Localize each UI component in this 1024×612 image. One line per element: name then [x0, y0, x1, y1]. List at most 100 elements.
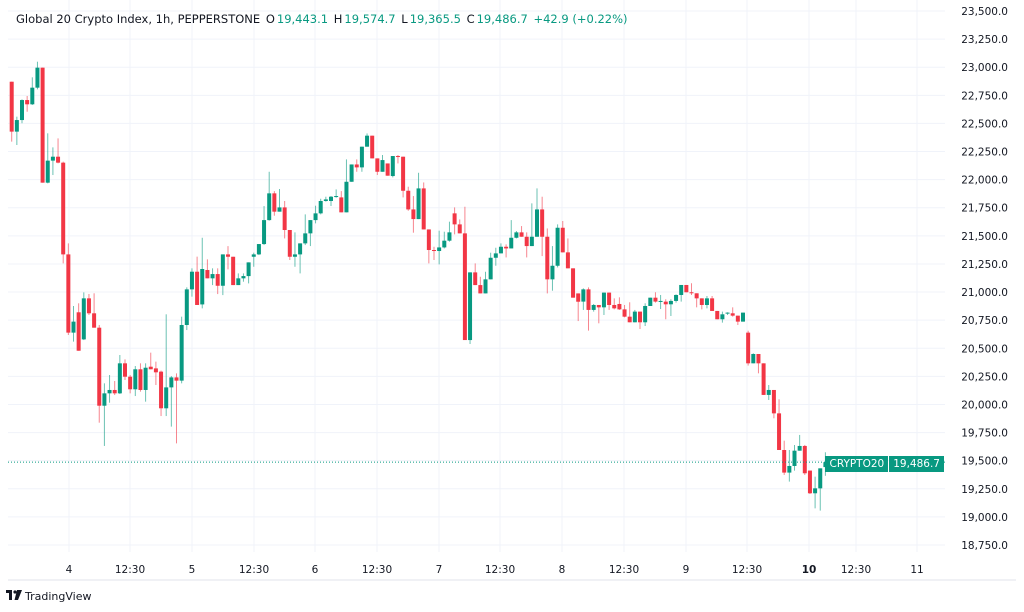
candle-up	[143, 363, 148, 402]
x-tick-label: 9	[683, 564, 690, 576]
candle-up	[277, 188, 282, 212]
candle-body	[586, 289, 591, 310]
time-axis[interactable]: 4 12:30 5 12:30 6 12:30 7 12:30 8 12:30 9 12:30 10 12…	[66, 564, 924, 576]
candle-down	[457, 219, 462, 234]
candle-body	[112, 389, 117, 394]
candle-down	[112, 380, 117, 396]
candle-down	[730, 307, 735, 317]
candle-up	[751, 353, 756, 364]
candle-body	[128, 376, 133, 390]
candle-down	[153, 361, 158, 386]
candle-up	[318, 198, 323, 215]
candle-body	[725, 312, 730, 314]
candle-body	[555, 227, 560, 266]
candle-down	[710, 295, 715, 311]
candle-body	[782, 450, 787, 473]
candle-body	[303, 233, 308, 244]
candle-up	[189, 268, 194, 297]
candle-down	[519, 226, 524, 237]
y-tick-label: 20,000.0	[961, 399, 1008, 411]
candle-body	[406, 190, 411, 210]
candle-down	[462, 206, 467, 341]
candle-body	[262, 220, 267, 245]
candle-up	[35, 61, 40, 90]
y-tick-label: 22,250.0	[961, 147, 1008, 159]
candle-up	[643, 303, 648, 327]
y-tick-label: 20,500.0	[961, 343, 1008, 355]
candle-down	[777, 399, 782, 451]
candle-body	[292, 254, 297, 257]
candle-body	[648, 297, 653, 306]
candle-body	[97, 327, 102, 406]
tradingview-logo[interactable]: TradingView	[6, 590, 91, 603]
candle-down	[746, 330, 751, 366]
x-tick-label: 12:30	[841, 564, 871, 576]
candle-body	[189, 271, 194, 290]
candle-down	[411, 196, 416, 233]
candle-body	[282, 207, 287, 230]
candle-down	[354, 159, 359, 172]
candle-body	[643, 305, 648, 323]
candle-up	[14, 116, 19, 146]
candle-body	[565, 252, 570, 269]
y-tick-label: 23,000.0	[961, 62, 1008, 74]
candle-down	[215, 268, 220, 295]
candle-body	[797, 445, 802, 451]
x-tick-label: 4	[66, 564, 73, 576]
candle-up	[679, 284, 684, 302]
candle-body	[591, 304, 596, 310]
candle-up	[169, 376, 174, 427]
candle-up	[720, 311, 725, 323]
candle-body	[30, 87, 35, 105]
candle-up	[797, 434, 802, 451]
candle-down	[735, 315, 740, 325]
candle-body	[411, 209, 416, 220]
grid	[8, 0, 945, 552]
candle-up	[71, 305, 76, 342]
y-tick-label: 23,500.0	[961, 6, 1008, 18]
candle-body	[663, 301, 668, 305]
candle-body	[576, 293, 581, 302]
candle-up	[416, 172, 421, 220]
candle-up	[344, 159, 349, 213]
candle-body	[457, 224, 462, 234]
candle-up	[20, 99, 24, 124]
low-value: 19,365.5	[409, 12, 461, 26]
candle-body	[375, 158, 380, 172]
candle-body	[179, 324, 184, 381]
candle-down	[545, 228, 550, 294]
price-axis[interactable]: 23,500.0 23,250.0 23,000.0 22,750.0 22,500.0…	[961, 6, 1008, 552]
candle-up	[674, 294, 679, 303]
candle-body	[277, 207, 282, 212]
candle-down	[586, 287, 591, 331]
candle-up	[313, 205, 318, 224]
x-tick-label: 7	[436, 564, 443, 576]
candle-body	[45, 160, 50, 183]
symbol-title[interactable]: Global 20 Crypto Index, 1h, PEPPERSTONE	[16, 12, 261, 26]
candle-body	[787, 465, 792, 473]
candle-body	[267, 193, 272, 221]
candle-body	[421, 188, 426, 230]
candle-down	[272, 191, 277, 216]
candle-down	[653, 292, 658, 303]
y-tick-label: 22,750.0	[961, 90, 1008, 102]
candle-down	[473, 263, 478, 286]
candle-body	[509, 237, 514, 249]
candle-body	[766, 389, 771, 395]
x-tick-label: 10	[802, 564, 817, 576]
candle-body	[473, 272, 478, 286]
x-tick-label: 11	[910, 564, 923, 576]
candle-body	[653, 297, 658, 302]
candle-body	[246, 262, 251, 277]
x-tick-label: 12:30	[362, 564, 392, 576]
candle-up	[267, 171, 272, 221]
candle-down	[612, 298, 617, 310]
candle-body	[380, 160, 385, 172]
candle-up	[514, 231, 519, 239]
candle-body	[76, 312, 81, 351]
candle-body	[741, 312, 745, 322]
candle-body	[720, 314, 725, 320]
candle-down	[159, 370, 164, 417]
candle-down	[56, 138, 61, 164]
